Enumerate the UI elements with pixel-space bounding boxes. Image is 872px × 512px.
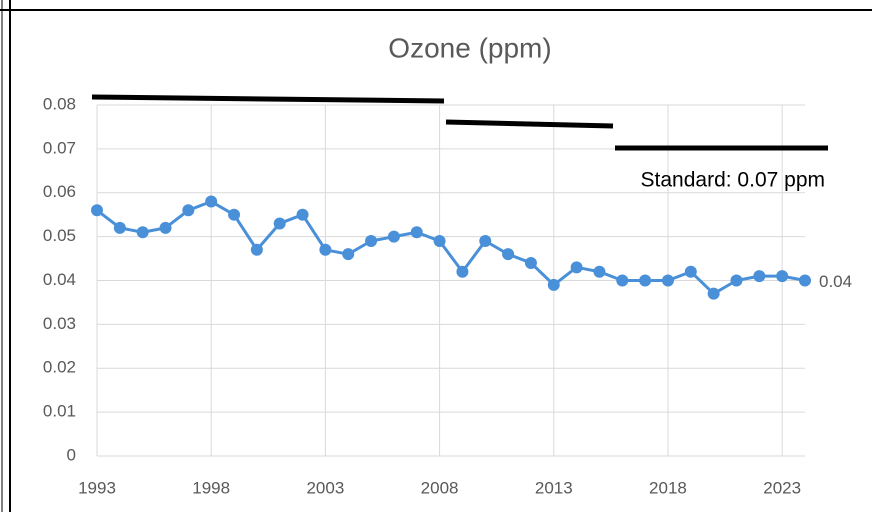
y-tick-label: 0.03 — [43, 314, 76, 333]
data-point — [250, 243, 263, 256]
data-label: 0.04 — [819, 272, 852, 291]
data-point — [296, 208, 309, 221]
data-point — [661, 274, 674, 287]
data-point — [799, 274, 811, 287]
standard-line — [445, 119, 614, 129]
x-tick-label: 1993 — [78, 478, 116, 497]
y-tick-label: 0 — [67, 445, 76, 464]
y-tick-label: 0.04 — [43, 270, 76, 289]
y-tick-label: 0.02 — [43, 358, 76, 377]
y-tick-label: 0.07 — [43, 138, 76, 157]
data-point — [479, 235, 492, 248]
y-tick-label: 0.06 — [43, 182, 76, 201]
data-point — [570, 261, 583, 274]
data-point — [342, 248, 355, 261]
data-point — [159, 221, 172, 234]
x-tick-label: 2023 — [763, 478, 801, 497]
data-point — [753, 270, 766, 283]
data-point — [365, 235, 378, 248]
data-point — [547, 278, 560, 291]
data-point — [387, 230, 400, 243]
data-point — [91, 204, 103, 217]
data-point — [273, 217, 286, 230]
data-point — [319, 243, 332, 256]
data-point — [456, 265, 469, 278]
annotation: Standard: 0.07 ppm — [641, 169, 825, 192]
data-point — [228, 208, 241, 221]
data-point — [639, 274, 652, 287]
data-point — [136, 226, 149, 239]
data-point — [593, 265, 606, 278]
chart-title: Ozone (ppm) — [388, 32, 551, 63]
data-point — [616, 274, 629, 287]
data-point — [502, 248, 515, 261]
data-point — [707, 287, 720, 300]
data-point — [684, 265, 697, 278]
y-tick-label: 0.01 — [43, 402, 76, 421]
x-tick-label: 2003 — [306, 478, 344, 497]
data-point — [205, 195, 218, 208]
y-tick-label: 0.08 — [43, 94, 76, 113]
y-tick-label: 0.05 — [43, 226, 76, 245]
data-point — [113, 221, 126, 234]
standard-line — [91, 94, 445, 104]
data-point — [410, 226, 423, 239]
data-point — [776, 270, 789, 283]
data-point — [730, 274, 743, 287]
data-point — [182, 204, 195, 217]
data-point — [433, 235, 446, 248]
data-point — [524, 256, 537, 269]
x-tick-label: 2018 — [649, 478, 687, 497]
x-tick-label: 2013 — [535, 478, 573, 497]
x-tick-label: 1998 — [192, 478, 230, 497]
x-tick-label: 2008 — [421, 478, 459, 497]
